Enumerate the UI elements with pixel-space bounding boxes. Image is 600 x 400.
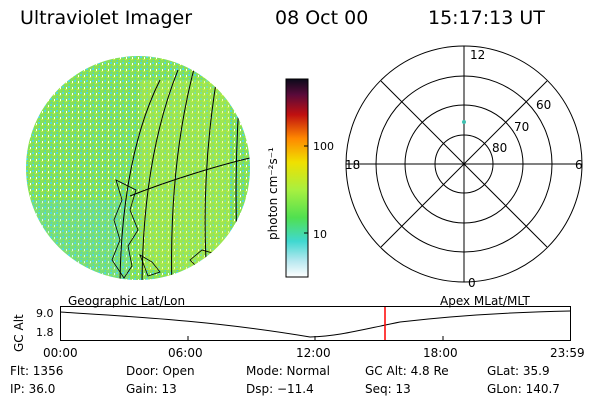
map-projection-label: Geographic Lat/Lon <box>68 294 186 308</box>
time-tick-1800: 18:00 <box>423 346 458 360</box>
polar-label-0: 0 <box>468 276 476 290</box>
sequence-value: Seq: 13 <box>365 382 411 396</box>
alt-tick-9: 9.0 <box>36 307 54 320</box>
polar-label-12: 12 <box>470 48 485 62</box>
ip-value: IP: 36.0 <box>10 382 56 396</box>
time-tick-2359: 23:59 <box>550 346 585 360</box>
time-tick-0000: 00:00 <box>43 346 78 360</box>
apex-projection-label: Apex MLat/MLT <box>440 294 530 308</box>
polar-label-18: 18 <box>345 158 360 172</box>
flight-number: Flt: 1356 <box>10 364 64 378</box>
polar-ring-60: 60 <box>536 98 551 112</box>
colorbar-unit-label: photon cm⁻²s⁻¹ <box>266 147 280 240</box>
alt-tick-1-8: 1.8 <box>36 326 54 339</box>
time-tick-0600: 06:00 <box>168 346 203 360</box>
mode-status: Mode: Normal <box>246 364 330 378</box>
polar-label-6: 6 <box>575 158 583 172</box>
time-tick-1200: 12:00 <box>296 346 331 360</box>
colorbar-tick-10: 10 <box>313 228 327 241</box>
door-status: Door: Open <box>126 364 195 378</box>
dsp-value: Dsp: −11.4 <box>246 382 314 396</box>
colorbar-tick-100: 100 <box>313 140 334 153</box>
altitude-plot <box>60 306 571 341</box>
glon-value: GLon: 140.7 <box>487 382 560 396</box>
glat-value: GLat: 35.9 <box>487 364 550 378</box>
polar-ring-80: 80 <box>492 141 507 155</box>
date-label: 08 Oct 00 <box>275 7 369 29</box>
app-title: Ultraviolet Imager <box>20 7 193 29</box>
gc-alt-value: GC Alt: 4.8 Re <box>365 364 449 378</box>
uv-image-map <box>26 56 250 280</box>
color-scale-bar <box>285 78 309 278</box>
polar-ring-70: 70 <box>514 120 529 134</box>
gain-value: Gain: 13 <box>126 382 177 396</box>
gc-alt-axis-label: GC Alt <box>12 314 26 352</box>
polar-mlt-plot: 12 0 18 6 60 70 80 <box>345 45 583 290</box>
satellite-position-dot <box>462 120 466 124</box>
time-label: 15:17:13 UT <box>428 7 545 29</box>
